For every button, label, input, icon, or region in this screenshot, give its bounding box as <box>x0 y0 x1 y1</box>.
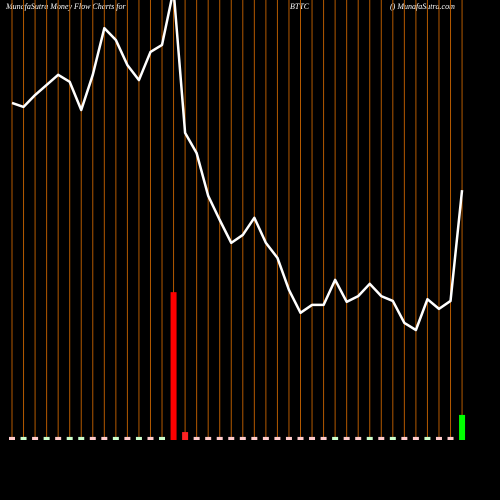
volume-bar <box>297 436 304 440</box>
volume-bar <box>320 436 327 440</box>
volume-bar <box>193 436 200 440</box>
volume-bar <box>101 436 108 440</box>
volume-bar <box>124 436 131 440</box>
volume-bar <box>435 436 442 440</box>
volume-bar <box>343 436 350 440</box>
volume-bar <box>66 436 73 440</box>
volume-bar <box>389 436 396 440</box>
volume-bar <box>309 436 316 440</box>
volume-bar <box>89 436 96 440</box>
volume-bar <box>170 292 177 440</box>
volume-bar <box>228 436 235 440</box>
chart-title: MunafaSutra Money Flow Charts for <box>5 2 126 11</box>
volume-bar <box>412 436 419 440</box>
volume-bar <box>182 432 189 440</box>
chart-subtitle: BTTC <box>290 2 310 11</box>
volume-bar <box>20 436 27 440</box>
volume-bar <box>274 436 281 440</box>
volume-bar <box>401 436 408 440</box>
volume-bar <box>447 436 454 440</box>
volume-bar <box>159 436 166 440</box>
volume-bar <box>147 436 154 440</box>
money-flow-line <box>11 0 464 332</box>
volume-bar <box>205 436 212 440</box>
volume-bar <box>135 436 142 440</box>
volume-bar <box>9 436 15 440</box>
volume-bar <box>459 414 466 440</box>
volume-bar <box>239 436 246 440</box>
volume-bar <box>32 436 39 440</box>
volume-bar <box>78 436 85 440</box>
volume-bar <box>285 436 292 440</box>
source: () MunafaSutra.com <box>390 2 455 11</box>
volume-bar <box>112 436 119 440</box>
volume-bar <box>262 436 269 440</box>
volume-bar <box>216 436 223 440</box>
volume-bar <box>424 436 431 440</box>
volume-bar <box>43 436 50 440</box>
volume-bar <box>251 436 258 440</box>
volume-bar <box>332 436 339 440</box>
volume-bar <box>55 436 62 440</box>
volume-bar <box>378 436 385 440</box>
volume-bar <box>366 436 373 440</box>
volume-bar <box>355 436 362 440</box>
